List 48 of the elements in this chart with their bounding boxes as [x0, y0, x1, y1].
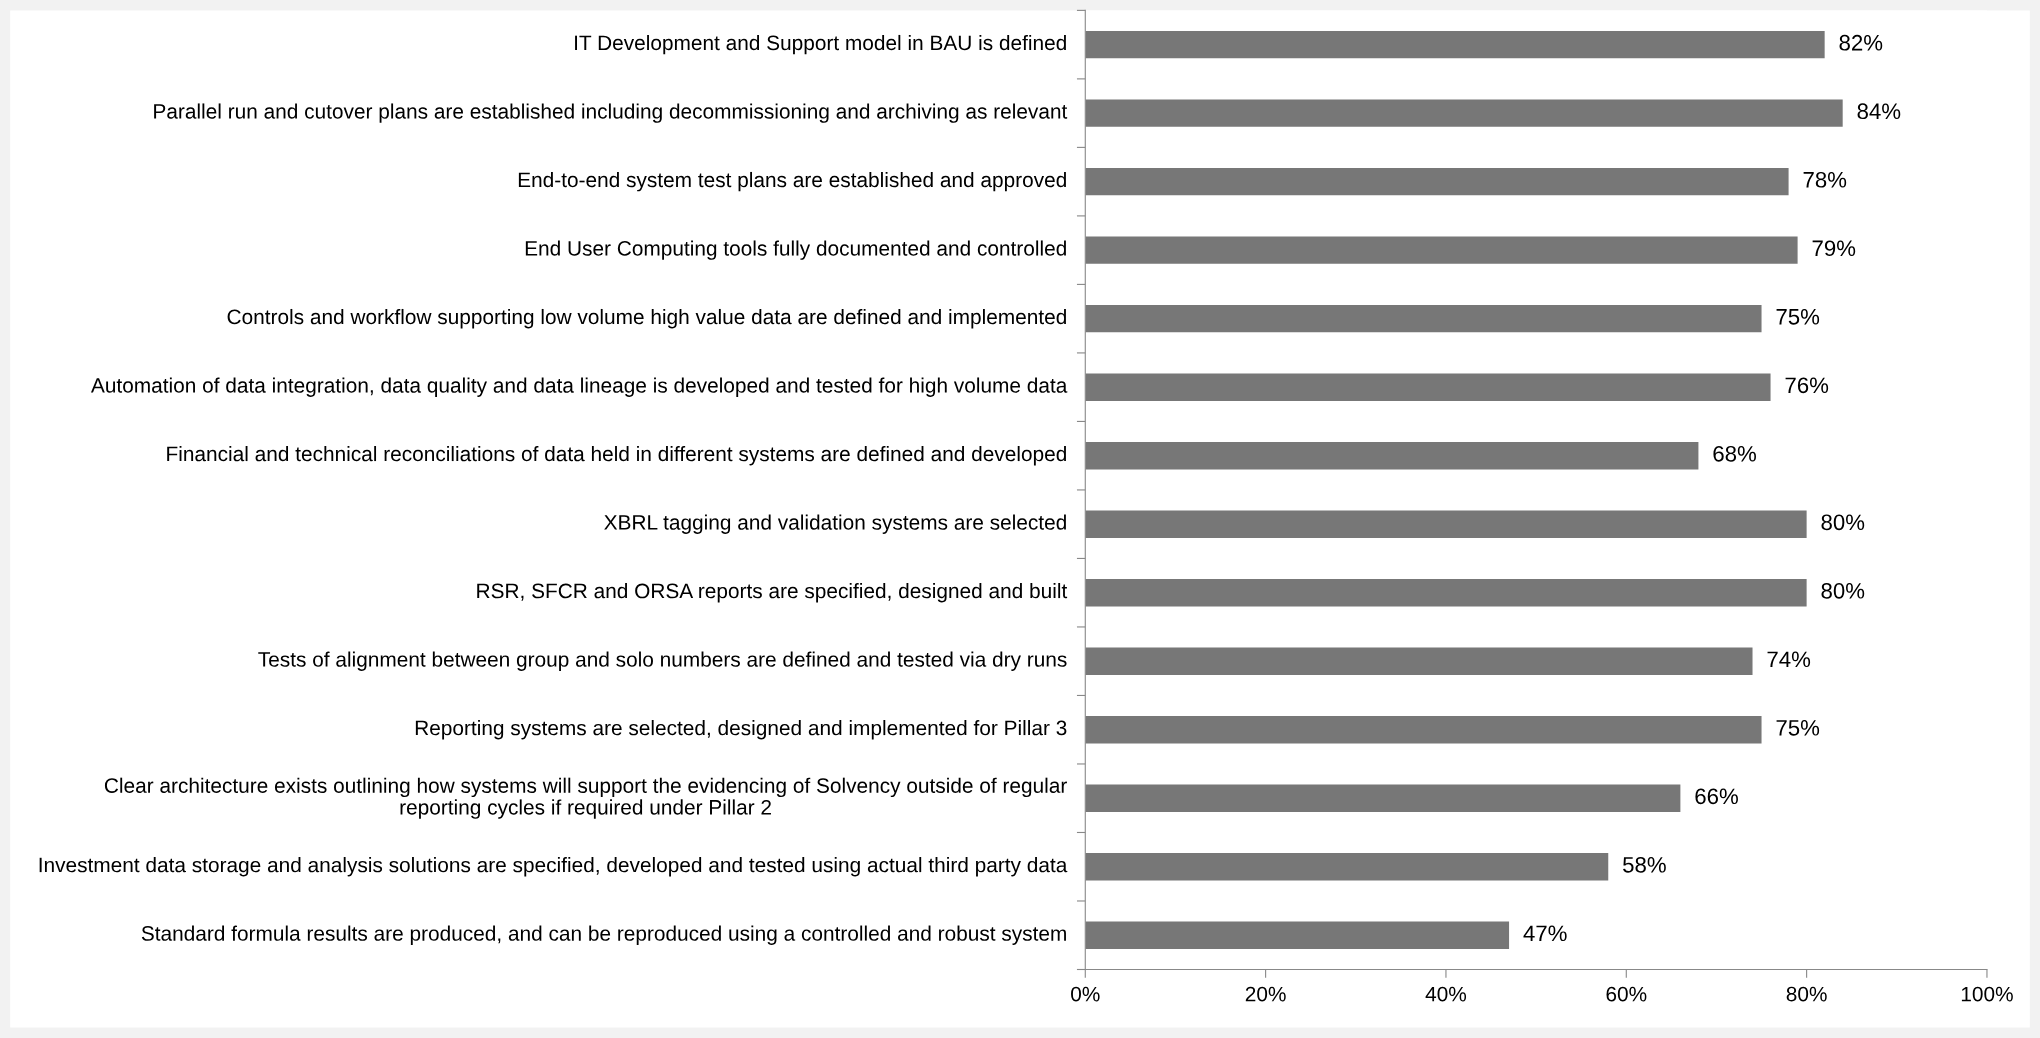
data-label: 68% [1713, 445, 1756, 462]
bar [1085, 167, 1789, 196]
bar [1085, 716, 1762, 744]
data-label: 80% [1821, 514, 1865, 531]
x-tick-label: 100% [1961, 986, 2013, 1002]
data-label: 79% [1812, 240, 1856, 257]
y-tick-label: Financial and technical reconciliations of data held in different systems are defined and developed [167, 445, 1066, 466]
y-tick-label: Parallel run and cutover plans are established including decommissioning and archiving as relevant [154, 103, 1068, 123]
y-tick-label: End User Computing tools fully documented and controlled [525, 240, 1066, 260]
bar [1085, 784, 1681, 812]
bar [1085, 921, 1510, 949]
data-label: 75% [1776, 720, 1820, 736]
bar [1085, 579, 1807, 607]
bar [1085, 647, 1753, 675]
y-tick-label: Investment data storage and analysis solutions are specified, developed and tested using actual third party data [39, 857, 1068, 877]
x-tick-label: 20% [1245, 986, 1286, 1002]
data-label: 58% [1623, 856, 1666, 873]
x-tick-label: 0% [1071, 986, 1100, 1002]
bar [1085, 853, 1609, 881]
data-label: 78% [1803, 171, 1847, 188]
y-tick-label: Automation of data integration, data quality and data lineage is developed and tested for high volume data [90, 377, 1068, 397]
data-label: 84% [1857, 103, 1901, 120]
bar [1085, 441, 1699, 470]
y-tick-label: Tests of alignment between group and solo numbers are defined and tested via dry runs [258, 651, 1067, 671]
x-tick-label: 60% [1606, 986, 1647, 1002]
bar [1085, 304, 1762, 333]
x-tick-label: 40% [1425, 986, 1467, 1002]
bar [1085, 99, 1843, 127]
x-tick-label: 80% [1786, 986, 1827, 1002]
bar [1085, 510, 1807, 538]
data-label: 66% [1695, 788, 1738, 805]
y-tick-label: IT Development and Support model in BAU is defined [575, 34, 1066, 55]
y-tick-label: XBRL tagging and validation systems are selected [604, 514, 1066, 534]
y-tick-label: End-to-end system test plans are established and approved [518, 171, 1066, 192]
data-label: 80% [1821, 582, 1865, 599]
data-label: 47% [1523, 925, 1567, 942]
y-tick-label: Standard formula results are produced, and can be reproduced using a controlled and robust system [141, 925, 1066, 945]
bar [1085, 236, 1798, 264]
y-tick-label: Reporting systems are selected, designed and implemented for Pillar 3 [415, 720, 1067, 740]
y-tick-label: Clear architecture exists outlining how systems will support the evidencing of Solvency outside of regular reporting cycles if required under Pillar 2 [104, 777, 1067, 819]
y-tick-label: Controls and workflow supporting low volume high value data are defined and implemented [227, 308, 1066, 329]
data-label: 74% [1767, 651, 1811, 668]
bar [1085, 373, 1771, 401]
y-tick-label: RSR, SFCR and ORSA reports are specified, designed and built [477, 582, 1068, 603]
data-label: 76% [1785, 377, 1829, 394]
bar [1085, 30, 1825, 59]
data-label: 75% [1776, 308, 1820, 325]
data-label: 82% [1839, 34, 1883, 51]
